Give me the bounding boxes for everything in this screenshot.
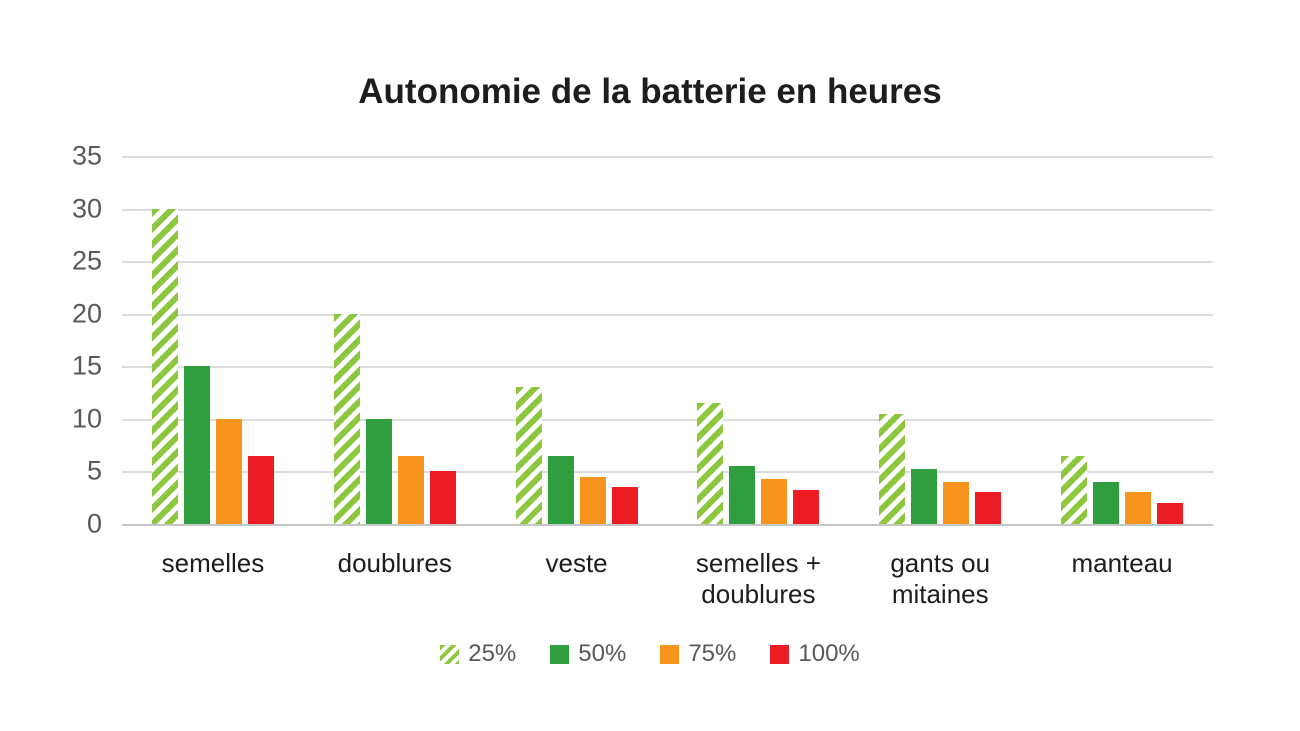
- bar: [879, 413, 906, 524]
- bar: [729, 466, 756, 524]
- bar: [429, 471, 456, 524]
- bar: [247, 455, 274, 524]
- bar: [761, 478, 788, 524]
- x-category-label: semelles + doublures: [695, 548, 821, 610]
- bar: [975, 492, 1002, 524]
- gridline: [122, 366, 1213, 369]
- y-tick-label: 25: [71, 245, 102, 276]
- legend-swatch: [550, 644, 570, 664]
- legend-label: 50%: [578, 640, 627, 667]
- bar: [365, 418, 392, 524]
- bar: [151, 208, 178, 524]
- bar: [1125, 492, 1152, 524]
- bar: [793, 490, 820, 524]
- bar: [1093, 481, 1120, 524]
- bar: [1061, 455, 1088, 524]
- bar-group: [122, 156, 304, 524]
- bar: [547, 455, 574, 524]
- legend-label: 25%: [468, 640, 517, 667]
- legend-label: 75%: [688, 640, 737, 667]
- bar: [579, 476, 606, 524]
- gridline: [122, 418, 1213, 421]
- bar: [943, 481, 970, 524]
- gridline: [122, 471, 1213, 474]
- bar: [1157, 502, 1184, 524]
- bar: [697, 403, 724, 524]
- legend-item: 75%: [660, 640, 736, 668]
- x-category-label: gants ou mitaines: [890, 548, 991, 610]
- plot-area: [122, 156, 1213, 526]
- chart-title: Autonomie de la batterie en heures: [358, 72, 942, 111]
- x-category-label: manteau: [1071, 548, 1173, 578]
- bar-group: [304, 156, 486, 524]
- legend-item: 100%: [770, 640, 860, 668]
- legend-swatch: [770, 644, 790, 664]
- y-tick-label: 20: [71, 298, 102, 329]
- y-axis: 35 30 25 20 15 10 5 0: [30, 142, 102, 537]
- gridline: [122, 208, 1213, 211]
- x-category-label: semelles: [161, 548, 265, 578]
- bar-group: [849, 156, 1031, 524]
- bar: [515, 387, 542, 524]
- legend-swatch: [440, 644, 460, 664]
- legend-item: 50%: [550, 640, 626, 668]
- gridline: [122, 261, 1213, 264]
- y-tick-label: 15: [71, 350, 102, 381]
- gridline: [122, 313, 1213, 316]
- gridline: [122, 524, 1213, 526]
- legend-label: 100%: [798, 640, 860, 667]
- legend-swatch: [660, 644, 680, 664]
- x-category-label: doublures: [337, 548, 452, 578]
- bar: [397, 455, 424, 524]
- x-axis-labels: semelles doublures veste semelles + doublur…: [122, 548, 1213, 610]
- legend-item: 25%: [440, 640, 516, 668]
- bar-groups: [122, 156, 1213, 524]
- y-tick-label: 5: [86, 455, 102, 486]
- bar: [911, 469, 938, 524]
- bar-group: [1031, 156, 1213, 524]
- gridline: [122, 156, 1213, 158]
- bar-group: [667, 156, 849, 524]
- bar: [215, 418, 242, 524]
- bar: [333, 313, 360, 524]
- x-category-label: veste: [545, 548, 608, 578]
- bar: [611, 487, 638, 524]
- y-tick-label: 30: [71, 193, 102, 224]
- y-tick-label: 35: [71, 140, 102, 171]
- legend: 25% 50% 75% 100%: [0, 640, 1300, 668]
- y-tick-label: 0: [86, 508, 102, 539]
- y-tick-label: 10: [71, 403, 102, 434]
- bar-group: [486, 156, 668, 524]
- bar: [183, 366, 210, 524]
